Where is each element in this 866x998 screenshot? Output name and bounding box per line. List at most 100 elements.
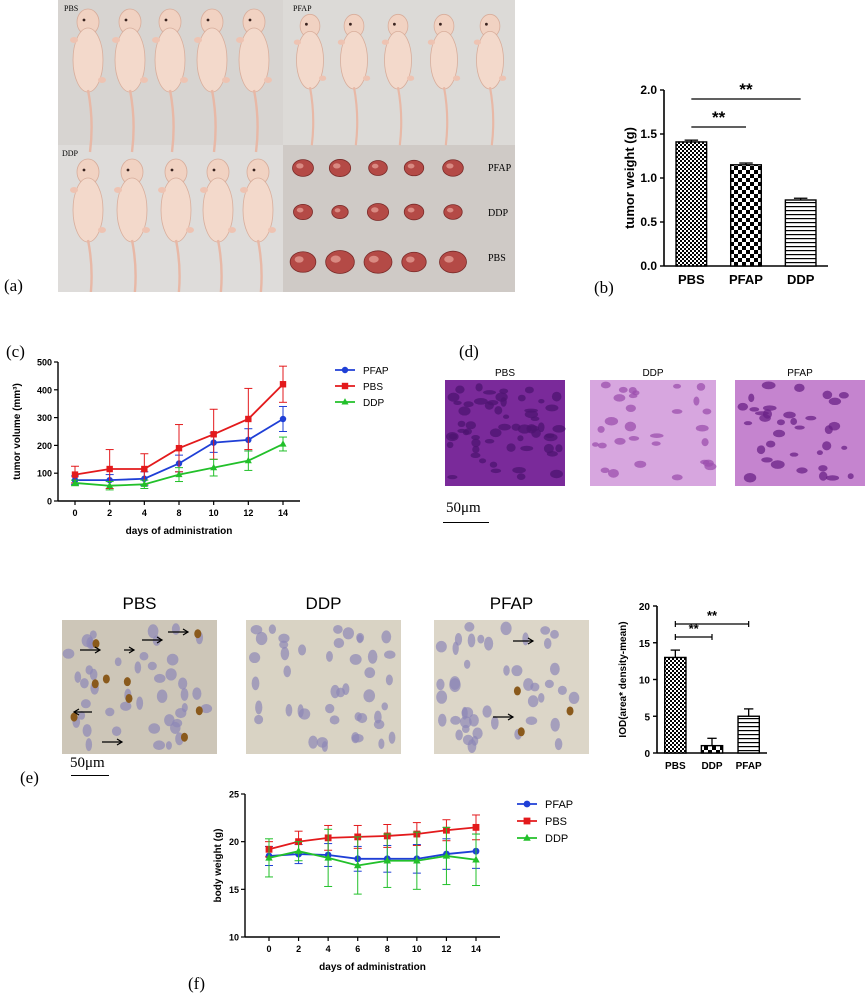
cell-nucleus [78, 711, 86, 720]
y-axis-label: body weight (g) [213, 829, 224, 903]
data-point-ddp [472, 855, 480, 863]
cell-nucleus [818, 471, 828, 481]
cell-nucleus [503, 665, 510, 676]
mouse-paw [407, 75, 415, 81]
data-point-ddp [353, 861, 362, 869]
cell-nucleus [378, 738, 385, 750]
x-tick-label: 6 [355, 944, 360, 954]
cell-nucleus [748, 393, 755, 403]
mouse-tail [352, 87, 359, 146]
mouse [293, 13, 327, 146]
cell-nucleus [446, 441, 454, 449]
cell-nucleus [354, 712, 362, 722]
y-tick-label: 0.0 [640, 259, 657, 273]
cell-nucleus [385, 674, 393, 686]
cell-nucleus [449, 433, 458, 440]
mouse-tail [488, 87, 495, 146]
significance-label: ** [712, 108, 726, 127]
data-point-ddp [244, 456, 252, 464]
positive-cell [92, 639, 100, 649]
tumor [439, 250, 467, 274]
cell-nucleus [592, 442, 599, 447]
micrograph-e-texture [62, 621, 580, 753]
cell-nucleus [86, 637, 95, 650]
x-tick-label: PFAP [736, 761, 762, 772]
cell-nucleus [321, 741, 328, 752]
cell-nucleus [825, 475, 840, 481]
cell-nucleus [502, 414, 510, 419]
cell-nucleus [695, 424, 709, 432]
cell-nucleus [364, 667, 376, 679]
cell-nucleus [463, 659, 471, 669]
arrow-head [527, 637, 535, 645]
series-line-pfap [268, 850, 477, 860]
mouse-paw [98, 77, 106, 83]
legend-label-ddp: DDP [363, 398, 384, 409]
data-point-ddp [265, 853, 273, 861]
cell-nucleus [696, 383, 706, 391]
cell-nucleus [673, 383, 682, 389]
x-tick-label: PBS [678, 272, 705, 287]
data-point-ddp [106, 481, 114, 489]
data-point-ddp [294, 847, 303, 854]
x-tick-label: 4 [326, 944, 331, 954]
mouse-eye [206, 18, 210, 22]
cell-nucleus [147, 624, 159, 639]
chart-f-body-weight: 10 15 20 25 0 2 4 6 8 10 12 14 PFAP PBS DDP days of adm… [213, 790, 573, 974]
cell-nucleus [789, 452, 799, 457]
x-tick-label: 14 [471, 944, 481, 954]
cell-nucleus [555, 444, 563, 453]
data-point-pbs [472, 823, 480, 831]
panel-letter-b: (b) [594, 278, 614, 297]
data-point-pbs [279, 381, 287, 388]
mouse-body [296, 31, 324, 90]
bar [700, 744, 724, 754]
mouse-body [202, 177, 234, 243]
arrow-head [94, 646, 102, 654]
bar [675, 141, 708, 267]
arrow-head [182, 628, 190, 636]
cell-nucleus [543, 433, 558, 442]
cell-nucleus [517, 435, 524, 442]
mouse-tail [86, 239, 93, 292]
y-tick-label: 5 [644, 712, 650, 723]
mouse-eye [82, 168, 86, 172]
chart-c-tumor-volume: 0 100 200 300 400 500 0 2 4 8 10 12 14 PFAP PBS DDP days… [12, 358, 389, 538]
tumor-highlight [371, 207, 379, 213]
cell-nucleus [278, 633, 290, 644]
cell-nucleus [82, 724, 92, 737]
photo-excised-tumors: PFAP DDP PBS [283, 145, 515, 292]
cell-nucleus [761, 457, 773, 463]
cell-nucleus [520, 445, 534, 452]
y-axis-label: IOD(area* density-mean) [618, 621, 629, 737]
cell-nucleus [134, 661, 142, 674]
x-axis-label: days of administration [126, 526, 233, 537]
scalebar-d-line [443, 522, 489, 523]
positive-cell [195, 706, 203, 716]
tumor [289, 251, 317, 273]
cell-nucleus [828, 421, 841, 431]
arrow-head [156, 636, 164, 644]
cell-nucleus [438, 713, 447, 727]
cell-nucleus [756, 445, 766, 455]
cell-nucleus [634, 460, 647, 468]
mouse-paw [228, 227, 236, 233]
series-line-ddp [268, 850, 477, 867]
photo-label-pbs: PBS [64, 4, 79, 13]
cell-nucleus [62, 648, 75, 659]
panel-letter-c: (c) [6, 342, 25, 361]
cell-nucleus [543, 637, 552, 650]
cell-nucleus [171, 623, 180, 635]
data-point-ddp [279, 440, 287, 447]
cell-nucleus [436, 690, 448, 704]
cell-nucleus [449, 676, 461, 690]
mouse [152, 8, 188, 153]
positive-cell [513, 686, 521, 696]
tumor-highlight [407, 207, 415, 213]
cell-nucleus [465, 421, 477, 430]
cell-nucleus [464, 622, 475, 632]
mouse-tail [86, 89, 93, 153]
y-tick-label: 15 [639, 639, 651, 650]
cell-nucleus [600, 381, 611, 389]
cell-nucleus [783, 411, 796, 419]
